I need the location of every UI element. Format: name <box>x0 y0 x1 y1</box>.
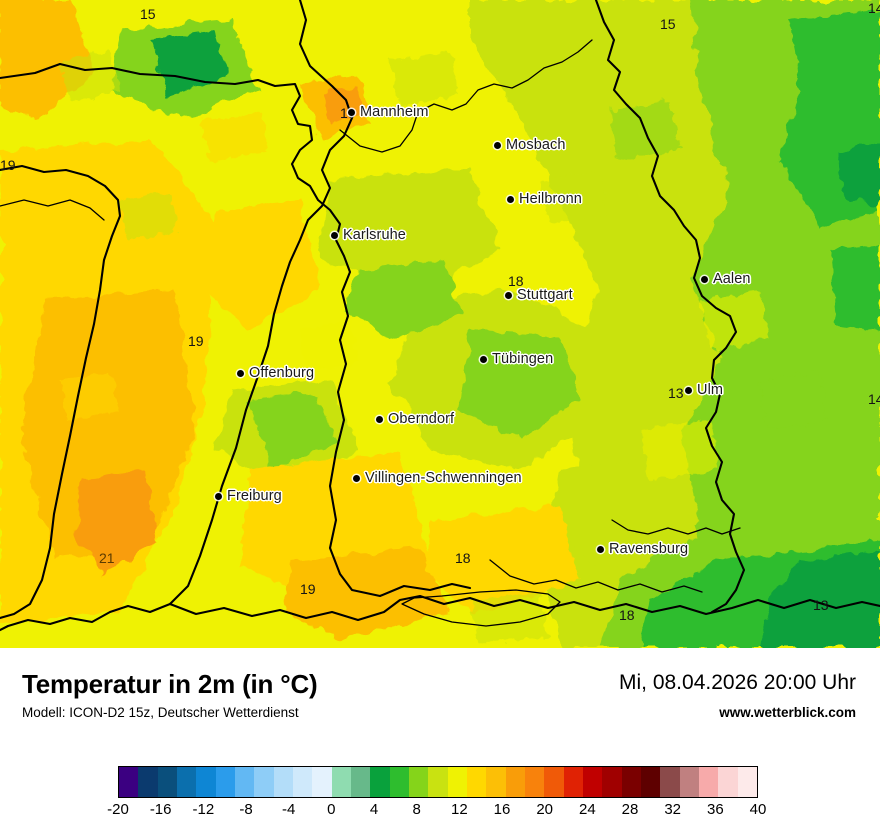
colorbar-swatch <box>524 767 545 797</box>
site-url: www.wetterblick.com <box>719 705 856 720</box>
colorbar-tick: -20 <box>107 801 129 818</box>
colorbar-swatch <box>660 767 680 797</box>
colorbar-swatch <box>350 767 371 797</box>
colorbar-tick: 20 <box>536 801 553 818</box>
colorbar-swatch <box>157 767 177 797</box>
colorbar-tick: -16 <box>149 801 172 818</box>
colorbar-swatch <box>486 767 506 797</box>
colorbar-tick: 16 <box>493 801 511 818</box>
colorbar-swatch <box>466 767 487 797</box>
colorbar-swatch <box>718 767 738 797</box>
colorbar-tick-labels: -20 -16 -12 -8 -4 0 4 8 12 16 20 24 28 32 36 40 <box>107 801 766 825</box>
colorbar-tick: 40 <box>749 801 767 818</box>
temperature-field <box>0 0 880 648</box>
colorbar-swatch <box>640 767 661 797</box>
colorbar-tick: -4 <box>281 801 296 818</box>
model-subtitle: Modell: ICON-D2 15z, Deutscher Wetterdie… <box>22 705 299 720</box>
temperature-raster <box>0 0 880 648</box>
colorbar-tick: -12 <box>192 801 215 818</box>
colorbar-swatch <box>370 767 390 797</box>
colorbar-swatch <box>273 767 293 797</box>
colorbar-tick: 4 <box>369 801 379 818</box>
colorbar-swatch <box>505 767 525 797</box>
colorbar-swatch <box>679 767 699 797</box>
colorbar-tick: -8 <box>239 801 253 818</box>
colorbar-tick: 0 <box>327 801 336 818</box>
map-footer: Temperatur in 2m (in °C) Modell: ICON-D2… <box>0 648 880 830</box>
colorbar-tick: 8 <box>412 801 421 818</box>
colorbar-swatch <box>234 767 255 797</box>
colorbar-swatch <box>428 767 448 797</box>
valid-time: Mi, 08.04.2026 20:00 Uhr <box>619 671 856 694</box>
colorbar-swatch <box>602 767 622 797</box>
colorbar-swatch <box>215 767 235 797</box>
colorbar-swatch <box>389 767 409 797</box>
colorbar-swatch <box>119 767 139 797</box>
colorbar-swatch <box>698 767 719 797</box>
title-block: Temperatur in 2m (in °C) Modell: ICON-D2… <box>22 669 318 720</box>
colorbar-legend: -20 -16 -12 -8 -4 0 4 8 12 16 20 24 28 32 36 40 <box>107 766 766 825</box>
colorbar-swatch <box>196 767 216 797</box>
colorbar-swatch <box>621 767 641 797</box>
colorbar-swatch <box>447 767 467 797</box>
meta-block: Mi, 08.04.2026 20:00 Uhr www.wetterblick… <box>619 672 856 720</box>
colorbar-tick: 12 <box>450 801 468 818</box>
colorbar-tick: 24 <box>578 801 596 818</box>
colorbar-swatch <box>176 767 197 797</box>
colorbar-swatch <box>331 767 351 797</box>
colorbar-swatch <box>544 767 564 797</box>
colorbar-swatch <box>408 767 429 797</box>
colorbar-tick: 36 <box>706 801 724 818</box>
colorbar <box>118 766 758 798</box>
colorbar-swatch <box>582 767 603 797</box>
colorbar-tick: 28 <box>621 801 639 818</box>
colorbar-swatch <box>737 767 757 797</box>
colorbar-swatch <box>138 767 158 797</box>
colorbar-tick: 32 <box>664 801 681 818</box>
page-title: Temperatur in 2m (in °C) <box>22 669 318 699</box>
colorbar-swatch <box>254 767 274 797</box>
colorbar-swatch <box>563 767 583 797</box>
colorbar-swatch <box>312 767 332 797</box>
colorbar-swatch <box>292 767 313 797</box>
temperature-map[interactable]: 15 15 14 19 19 18 19 13 14 21 18 19 18 13 Mannheim Mos… <box>0 0 880 648</box>
